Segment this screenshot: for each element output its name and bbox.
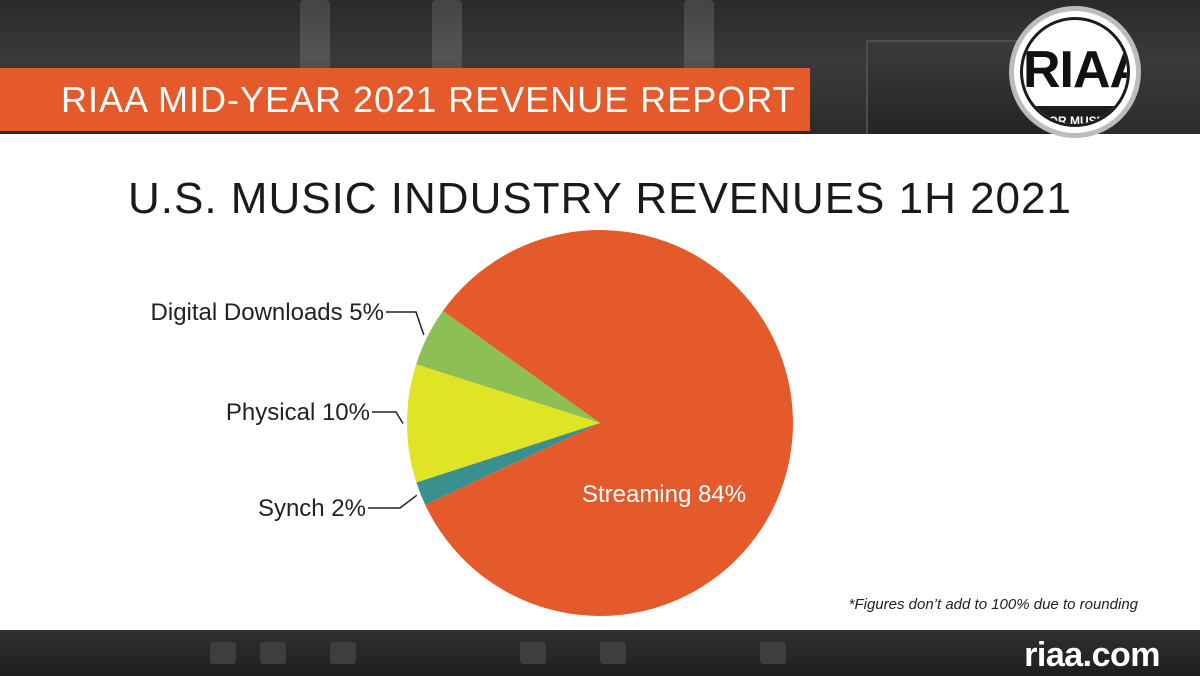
pie-slice-synch <box>416 423 600 505</box>
slice-label: Digital Downloads 5% <box>151 299 384 326</box>
report-banner: RIAA MID-YEAR 2021 REVENUE REPORT <box>0 68 810 131</box>
leader-line <box>368 494 418 509</box>
slice-label: Streaming 84% <box>582 481 746 508</box>
footer-background <box>0 630 1200 676</box>
pie-slice-digital-downloads <box>416 310 600 423</box>
leader-line <box>372 411 404 424</box>
logo-tagline: FOR MUSIC <box>1023 106 1127 124</box>
chart-title: U.S. MUSIC INDUSTRY REVENUES 1H 2021 <box>128 174 1072 223</box>
banner-title: RIAA MID-YEAR 2021 REVENUE REPORT <box>61 78 796 120</box>
footnote: *Figures don’t add to 100% due to roundi… <box>848 596 1138 613</box>
pie-slice-physical <box>407 364 600 483</box>
pie-slice-streaming <box>425 229 793 616</box>
leader-line <box>386 311 425 336</box>
logo-wordmark: RIAA <box>1023 41 1127 99</box>
website-link[interactable]: riaa.com <box>1024 636 1160 674</box>
slice-label: Physical 10% <box>226 399 370 426</box>
slice-label: Synch 2% <box>258 495 366 522</box>
riaa-logo: RIAA FOR MUSIC <box>1009 6 1141 138</box>
